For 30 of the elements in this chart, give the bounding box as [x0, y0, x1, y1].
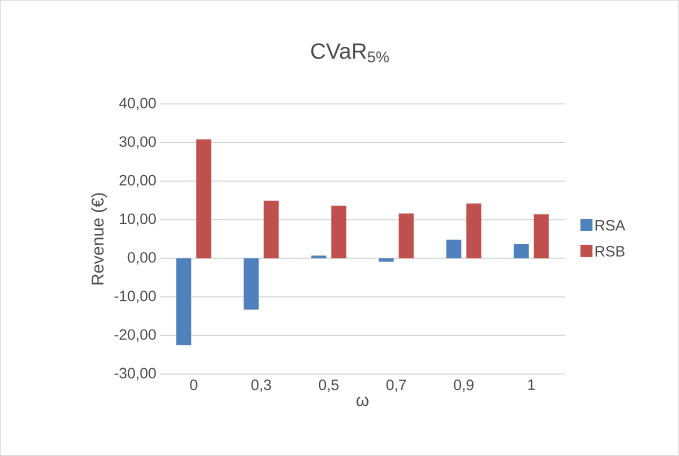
- x-tick-label: 0: [190, 380, 198, 390]
- bar: [176, 258, 192, 346]
- bar: [446, 240, 462, 258]
- bar: [534, 214, 549, 258]
- y-axis-title: Revenue (€): [91, 193, 107, 284]
- y-tick-label: 20,00: [120, 174, 156, 188]
- y-tick-label: 30,00: [119, 136, 156, 149]
- y-tick-label: -30,00: [114, 368, 156, 380]
- y-tick-label: 40,00: [119, 98, 156, 110]
- x-axis-title: ω: [356, 396, 368, 406]
- y-tick-label: 0,00: [128, 252, 156, 264]
- y-tick-label: -20,00: [114, 329, 156, 342]
- x-tick-label: 0,7: [386, 380, 406, 392]
- bar: [398, 214, 414, 258]
- bar: [196, 139, 212, 258]
- x-tick-label: 1: [528, 380, 535, 390]
- y-tick-label: 10,00: [120, 214, 156, 226]
- legend-label: RSA: [596, 220, 626, 231]
- bar: [244, 258, 259, 310]
- x-tick-label: 0,3: [251, 380, 271, 392]
- chart-title: CVaR$_{5%}$: [311, 43, 389, 62]
- bar: [264, 200, 279, 258]
- x-tick-label: 0,5: [318, 380, 339, 392]
- bar: [311, 256, 326, 258]
- x-tick-label: 0,9: [454, 380, 474, 392]
- bar: [331, 206, 346, 258]
- legend-label: RSB: [596, 246, 624, 257]
- y-tick-label: -10,00: [114, 290, 156, 304]
- bar: [514, 244, 529, 258]
- bar: [466, 204, 482, 258]
